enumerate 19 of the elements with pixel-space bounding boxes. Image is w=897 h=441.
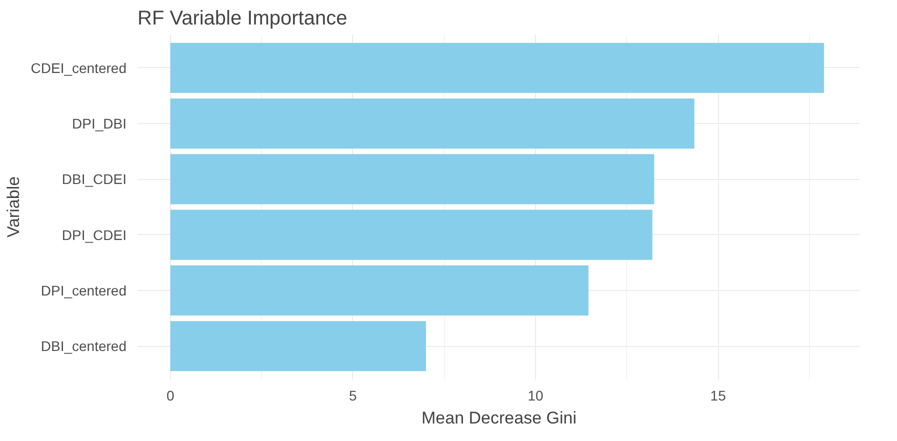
bar: [170, 210, 652, 260]
x-tick-label: 5: [349, 388, 358, 404]
y-tick-label: CDEI_centered: [30, 60, 126, 76]
y-tick-label: DBI_CDEI: [62, 171, 127, 188]
x-tick-label: 0: [166, 388, 174, 404]
bar: [170, 42, 824, 93]
y-tick-label: DPI_centered: [40, 282, 127, 298]
bar: [170, 321, 426, 372]
y-tick-label: DPI_CDEI: [62, 226, 127, 243]
bar: [170, 98, 694, 149]
y-axis-title: Variable: [4, 176, 23, 238]
x-axis-title: Mean Decrease Gini: [422, 408, 576, 428]
bar: [170, 154, 654, 204]
y-tick-label: DPI_DBI: [72, 116, 127, 132]
x-tick-label: 15: [710, 388, 726, 404]
bar: [170, 265, 588, 316]
chart-title: RF Variable Importance: [138, 8, 348, 30]
x-tick-label: 10: [528, 388, 544, 404]
y-tick-label: DBI_centered: [40, 338, 127, 354]
